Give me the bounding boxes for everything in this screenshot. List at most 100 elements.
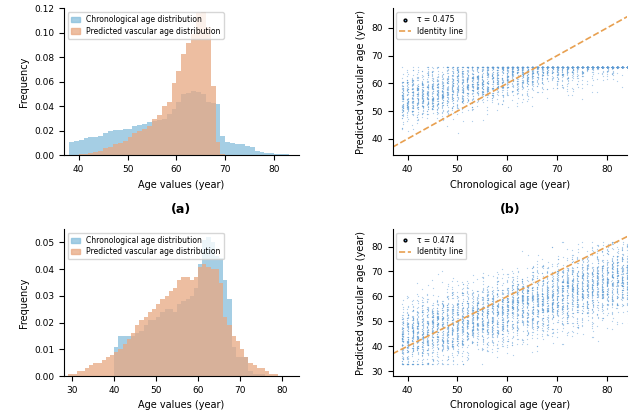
Point [467, 87, 477, 93]
Point [617, 295, 627, 301]
Point [557, 289, 567, 296]
Point [472, 321, 483, 328]
Bar [123, 336, 127, 376]
Point [433, 87, 443, 93]
Point [428, 316, 438, 323]
Point [522, 72, 532, 79]
Point [596, 63, 607, 70]
Point [512, 63, 522, 70]
Point [588, 66, 598, 73]
Point [512, 86, 522, 93]
Point [427, 339, 437, 346]
Point [603, 251, 613, 257]
Point [478, 66, 488, 73]
Point [437, 112, 447, 119]
Point [586, 66, 596, 73]
Point [492, 63, 502, 70]
Point [563, 300, 573, 306]
Point [582, 63, 593, 70]
Point [532, 293, 542, 299]
Point [472, 342, 483, 349]
Point [577, 258, 588, 265]
Point [593, 270, 603, 277]
Point [581, 274, 591, 281]
Point [572, 63, 582, 70]
Point [403, 331, 413, 337]
Point [453, 82, 463, 88]
Point [473, 95, 483, 102]
Point [607, 63, 618, 70]
Point [511, 66, 522, 73]
Point [592, 241, 602, 248]
Point [548, 63, 558, 70]
Point [408, 303, 418, 310]
Point [612, 283, 622, 290]
Point [422, 342, 433, 349]
Point [566, 313, 577, 319]
Point [621, 284, 632, 291]
Point [472, 314, 482, 321]
Point [593, 276, 603, 283]
Point [433, 103, 443, 110]
Point [438, 92, 448, 99]
Point [563, 285, 573, 292]
Point [402, 106, 412, 112]
Point [448, 100, 458, 107]
Point [522, 298, 532, 305]
Point [397, 105, 408, 112]
Point [458, 328, 468, 335]
Point [611, 302, 621, 308]
Point [607, 268, 618, 275]
Point [522, 309, 532, 316]
Point [472, 64, 482, 71]
Point [598, 307, 608, 314]
Point [507, 298, 517, 305]
Point [623, 63, 633, 70]
Point [442, 313, 452, 320]
Point [422, 96, 433, 102]
Point [621, 63, 632, 70]
Point [538, 306, 548, 312]
Point [543, 287, 553, 293]
Point [487, 327, 497, 334]
Point [497, 315, 508, 322]
Point [562, 69, 572, 76]
Point [557, 63, 568, 70]
Point [557, 328, 567, 334]
Point [427, 360, 437, 367]
Point [432, 83, 442, 90]
Point [622, 262, 632, 268]
Point [557, 308, 567, 315]
Point [468, 84, 478, 91]
Point [427, 314, 437, 321]
Point [568, 63, 578, 70]
Point [607, 279, 617, 286]
Point [482, 285, 492, 292]
Point [443, 107, 453, 114]
Point [602, 301, 612, 307]
Point [552, 63, 562, 70]
Point [623, 64, 633, 70]
Point [596, 276, 607, 283]
Point [447, 88, 457, 95]
Point [477, 74, 487, 81]
Point [522, 321, 532, 328]
Point [447, 79, 457, 85]
Point [548, 286, 558, 293]
Point [438, 92, 448, 99]
Point [612, 63, 622, 70]
Point [497, 319, 508, 326]
Point [513, 67, 523, 74]
Point [582, 278, 593, 284]
Point [472, 63, 483, 70]
Point [443, 332, 453, 339]
Point [573, 63, 583, 70]
Point [568, 63, 578, 70]
Point [452, 339, 463, 346]
Point [488, 326, 498, 333]
Point [578, 63, 588, 70]
Point [442, 89, 452, 95]
Point [572, 302, 582, 308]
Point [516, 314, 527, 320]
Point [447, 79, 458, 86]
